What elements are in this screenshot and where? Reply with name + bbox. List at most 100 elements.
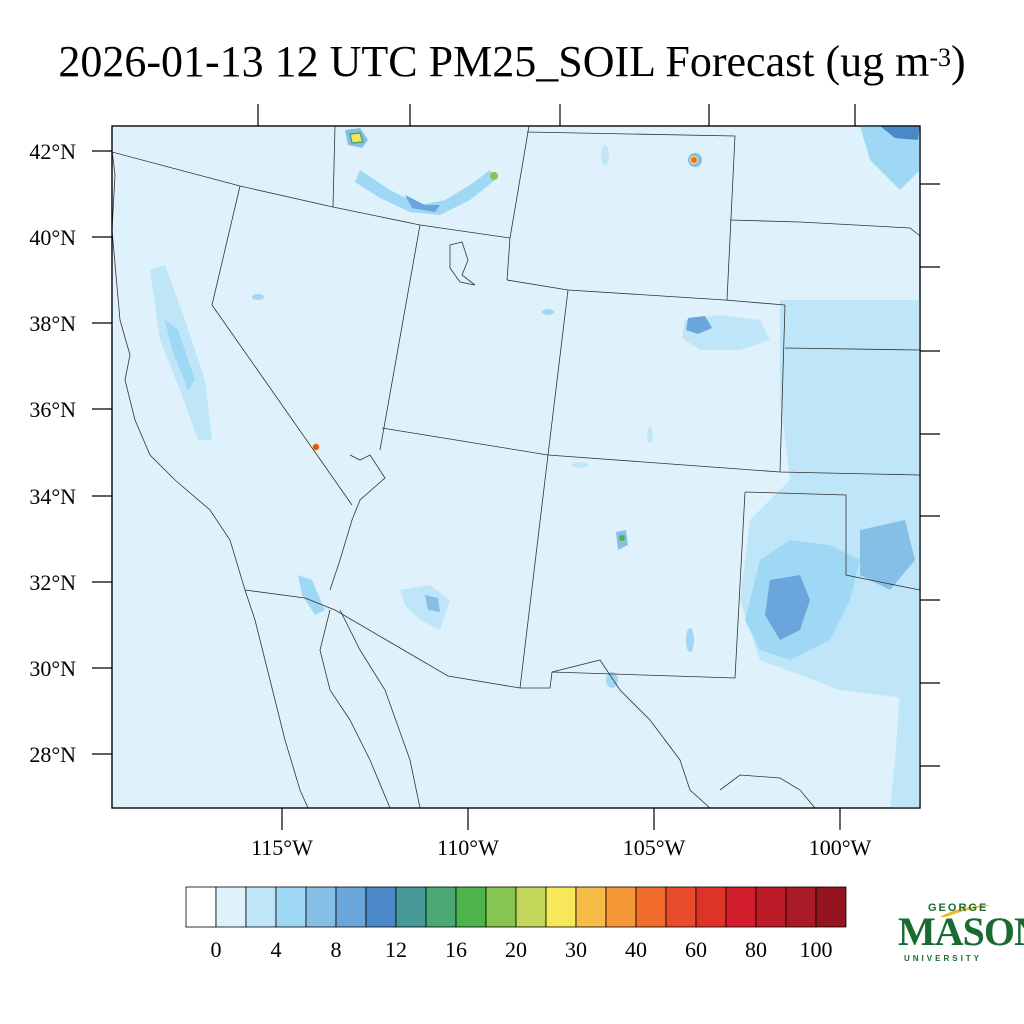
lat-label: 40°N [29, 225, 76, 250]
border-utah-north [332, 126, 336, 208]
colorbar-swatch [365, 886, 397, 928]
colorbar-swatch [695, 886, 727, 928]
border-wyoming-south [506, 279, 786, 306]
colorbar-swatch [215, 886, 247, 928]
colorbar-label: 4 [271, 937, 282, 962]
colorbar-swatch [245, 886, 277, 928]
lat-label: 32°N [29, 570, 76, 595]
lat-label: 38°N [29, 311, 76, 336]
field-idaho-hotspot-core [349, 132, 365, 144]
colorbar-swatch [425, 886, 457, 928]
field-snake-river [355, 170, 495, 215]
colorbar-labels: 0 4 8 12 16 20 30 40 60 80 100 [211, 937, 833, 962]
colorbar-label: 40 [625, 937, 647, 962]
border-colorado-west [547, 289, 569, 456]
lat-labels: 42°N 40°N 38°N 36°N 34°N 32°N 30°N 28°N [29, 139, 76, 767]
border-colorado-river [329, 454, 386, 591]
colorbar-swatch [785, 886, 817, 928]
lat-label: 42°N [29, 139, 76, 164]
coast-california [112, 149, 309, 808]
field-ks-band [790, 350, 920, 440]
colorbar-swatch [635, 886, 667, 928]
colorbar-swatch [575, 886, 607, 928]
border-ok-panhandle [744, 491, 920, 591]
lat-label: 34°N [29, 484, 76, 509]
colorbar-swatch [305, 886, 337, 928]
colorbar-swatch [515, 886, 547, 928]
field-ne-corner [860, 126, 920, 190]
colorbar-swatch [185, 886, 217, 928]
lon-labels: 115°W 110°W 105°W 100°W [251, 835, 871, 860]
colorbar-swatch [485, 886, 517, 928]
colorbar-swatch [725, 886, 757, 928]
map-panel [111, 125, 921, 809]
title-text: 2026-01-13 12 UTC PM25_SOIL Forecast (ug… [58, 37, 930, 86]
colorbar-swatch [335, 886, 367, 928]
colorbar-label: 100 [800, 937, 833, 962]
field-nv-hotspot [312, 443, 320, 451]
colorbar-swatch [455, 886, 487, 928]
colorbar-swatch [275, 886, 307, 928]
colorbar-label: 12 [385, 937, 407, 962]
field-speckle [647, 427, 653, 443]
logo-main-text: MASON [898, 909, 1024, 954]
border-nebraska [526, 131, 736, 301]
map-frame [111, 125, 921, 809]
field-sd-hotspot [690, 156, 698, 164]
colorbar-swatch [395, 886, 427, 928]
lon-label: 100°W [809, 835, 872, 860]
field-imperial [298, 575, 325, 615]
field-wyoming-hotspot [490, 172, 498, 180]
field-colorado-plume-dark [686, 316, 712, 334]
boundaries [112, 126, 920, 808]
field-speckle [686, 628, 694, 652]
lat-label: 28°N [29, 742, 76, 767]
colorbar-swatch [755, 886, 787, 928]
lat-label: 30°N [29, 656, 76, 681]
border-rio-grande [551, 659, 711, 808]
colorbar-label: 30 [565, 937, 587, 962]
logo-bottom-text: UNIVERSITY [904, 954, 983, 963]
colorbar-swatch [605, 886, 637, 928]
field-speckle [252, 294, 264, 300]
colorbar-label: 0 [211, 937, 222, 962]
colorbar [185, 886, 847, 928]
logo-swoosh-icon [940, 905, 992, 917]
concentration-field [150, 126, 920, 808]
field-snake-river-dark [405, 195, 440, 212]
border-us-mexico [244, 589, 521, 689]
right-ticks [920, 183, 940, 767]
great-salt-lake [449, 241, 476, 286]
title-superscript: -3 [929, 43, 951, 72]
lat-label: 36°N [29, 397, 76, 422]
field-texas-dark [765, 575, 810, 640]
border-sd-south [729, 219, 920, 237]
lon-label: 115°W [251, 835, 313, 860]
colorbar-label: 16 [445, 937, 467, 962]
field-speckle [542, 309, 554, 315]
field-arizona-patch [400, 585, 450, 630]
colorbar-label: 60 [685, 937, 707, 962]
border-kansas-ok [784, 347, 920, 351]
border-utah-east [379, 224, 421, 451]
lon-label: 105°W [623, 835, 686, 860]
gmu-logo: GEORGE MASON UNIVERSITY [898, 900, 1024, 970]
field-nm-hotspot [619, 535, 625, 541]
logo-top-text: GEORGE [928, 902, 989, 914]
colorbar-label: 8 [331, 937, 342, 962]
field-texas-east [860, 520, 915, 590]
field-east-edge [890, 690, 920, 808]
field-arizona-patch-dark [425, 595, 440, 612]
coast-baja-east [319, 609, 391, 808]
title-close: ) [951, 37, 966, 86]
coast-gulf-texas [719, 774, 816, 808]
coast-sonora [339, 609, 421, 808]
bottom-ticks [281, 808, 841, 830]
top-ticks [257, 104, 856, 126]
page-title: 2026-01-13 12 UTC PM25_SOIL Forecast (ug… [0, 34, 1024, 90]
lon-label: 110°W [437, 835, 499, 860]
colorbar-swatch [665, 886, 697, 928]
field-speckle [606, 672, 618, 688]
border-colorado-south [381, 427, 920, 476]
